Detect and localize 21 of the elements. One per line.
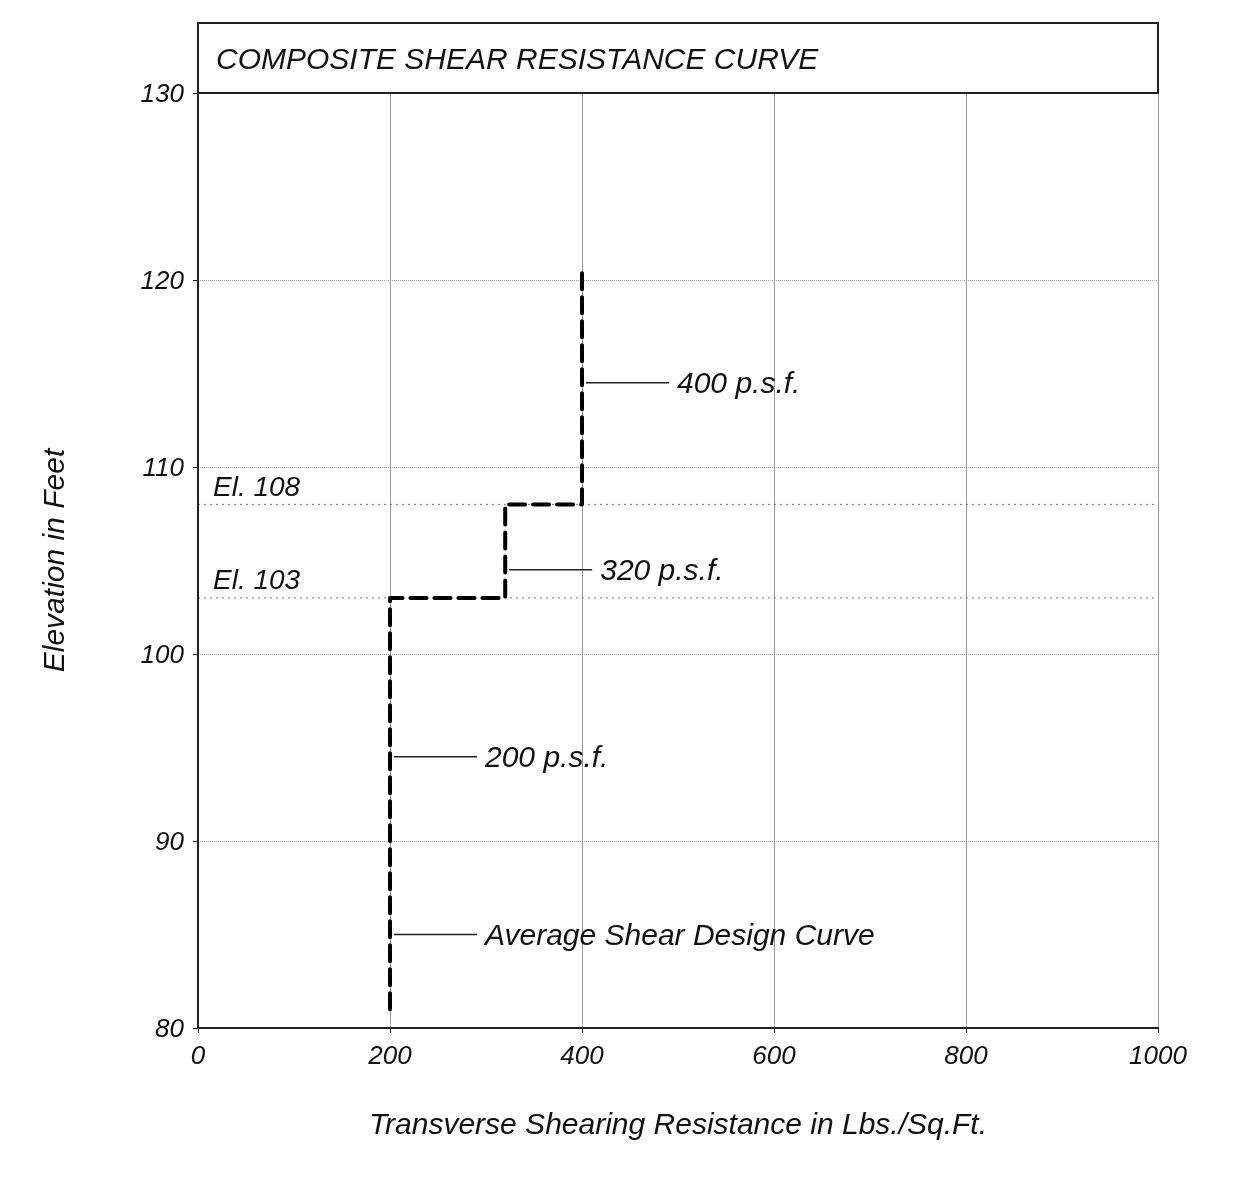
annotation: 400 p.s.f. <box>677 366 801 400</box>
x-tick-label: 1000 <box>1129 1040 1188 1070</box>
y-tick-label: 80 <box>155 1013 185 1043</box>
x-tick-label: 800 <box>944 1040 989 1070</box>
y-tick-label: 90 <box>155 826 185 856</box>
y-tick-label: 110 <box>142 452 185 482</box>
annotation: 320 p.s.f. <box>600 553 724 587</box>
ref-line-label: El. 108 <box>213 470 301 502</box>
x-tick-label: 400 <box>560 1040 605 1070</box>
x-tick-label: 200 <box>367 1040 413 1070</box>
y-axis-title: Elevation in Feet <box>36 447 70 673</box>
x-axis-title: Transverse Shearing Resistance in Lbs./Sq.Ft. <box>368 1106 988 1140</box>
ref-line-label: El. 103 <box>213 564 301 596</box>
annotation: 200 p.s.f. <box>484 740 609 774</box>
y-tick-label: 130 <box>140 78 185 108</box>
y-tick-label: 120 <box>140 265 185 295</box>
annotation: Average Shear Design Curve <box>483 918 875 951</box>
chart-title: COMPOSITE SHEAR RESISTANCE CURVE <box>216 41 820 75</box>
y-tick-label: 100 <box>140 639 185 669</box>
x-tick-label: 0 <box>190 1040 206 1070</box>
x-tick-label: 600 <box>752 1040 797 1070</box>
